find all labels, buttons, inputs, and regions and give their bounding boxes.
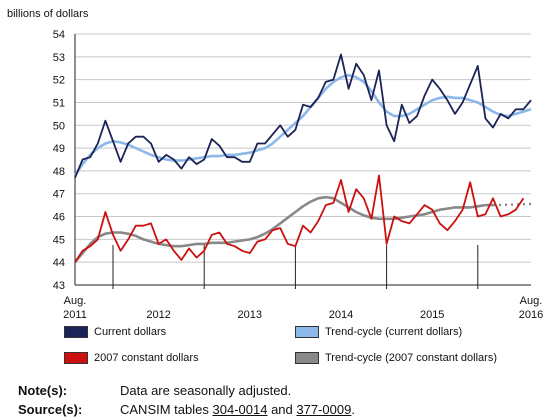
y-tick-label-45: 45 (53, 234, 65, 246)
y-tick-label-50: 50 (53, 120, 65, 132)
legend-item-trend-current: Trend-cycle (current dollars) (295, 326, 462, 338)
legend-label-trend-constant: Trend-cycle (2007 constant dollars) (325, 352, 498, 364)
legend-swatch-trend-constant (295, 352, 319, 364)
y-tick-label-51: 51 (53, 97, 65, 109)
y-tick-label-48: 48 (53, 166, 65, 178)
legend-swatch-constant-dollars (64, 352, 88, 364)
note-text: Data are seasonally adjusted. (120, 383, 292, 398)
line-chart: billions of dollars 43 44 45 46 47 48 49 50 51 52 5… (7, 8, 543, 321)
legend-label-current-dollars: Current dollars (94, 326, 167, 338)
x-tick-label-line: Aug. (520, 295, 543, 307)
y-tick-label-44: 44 (53, 257, 65, 269)
series-line-trend-cycle-2007-constant-dollars (74, 195, 493, 264)
series-line-trend-constant-dotted (492, 202, 532, 207)
legend-swatch-current-dollars (64, 326, 88, 338)
y-tick-label-52: 52 (53, 75, 65, 87)
legend-item-trend-constant: Trend-cycle (2007 constant dollars) (295, 352, 497, 364)
x-tick-label-line: 2012 (146, 309, 170, 321)
chart-notes: Note(s): Data are seasonally adjusted. S… (18, 381, 355, 419)
legend-label-trend-current: Trend-cycle (current dollars) (325, 326, 463, 338)
x-tick-label-line: 2013 (238, 309, 262, 321)
source-row: Source(s): CANSIM tables 304-0014 and 37… (18, 400, 355, 419)
x-tick-label-line: 2016 (519, 309, 543, 321)
y-tick-label-53: 53 (53, 52, 65, 64)
chart-legend: Current dollars Trend-cycle (current dol… (64, 326, 534, 374)
y-tick-label-54: 54 (53, 29, 65, 41)
y-tick-label-43: 43 (53, 280, 65, 292)
y-tick-label-47: 47 (53, 189, 65, 201)
x-tick-label-aug-2011: Aug. 2011 (63, 295, 87, 321)
x-tick-label-line: 2014 (329, 309, 353, 321)
x-tick-label-2013: 2013 (238, 309, 262, 321)
series-line-current-dollars (74, 53, 532, 179)
legend-item-current-dollars: Current dollars (64, 326, 166, 338)
legend-swatch-trend-current (295, 326, 319, 338)
source-link-304-0014[interactable]: 304-0014 (212, 402, 268, 417)
source-suffix: . (351, 402, 355, 417)
source-prefix: CANSIM tables (120, 402, 209, 417)
x-tick-label-line: 2015 (420, 309, 444, 321)
legend-item-constant-dollars: 2007 constant dollars (64, 352, 199, 364)
note-row: Note(s): Data are seasonally adjusted. (18, 381, 355, 400)
source-link-377-0009[interactable]: 377-0009 (296, 402, 352, 417)
y-tick-label-49: 49 (53, 143, 65, 155)
x-tick-label-2015: 2015 (420, 309, 444, 321)
legend-label-constant-dollars: 2007 constant dollars (94, 352, 199, 364)
note-heading: Note(s): (18, 383, 68, 398)
x-tick-label-2012: 2012 (146, 309, 170, 321)
x-tick-label-line: Aug. (64, 295, 87, 307)
source-and: and (271, 402, 293, 417)
x-tick-label-aug-2016: Aug. 2016 (519, 295, 543, 321)
series-line-trend-cycle-current-dollars (73, 73, 532, 177)
source-heading: Source(s): (18, 402, 83, 417)
x-tick-label-2014: 2014 (329, 309, 353, 321)
y-tick-label-46: 46 (53, 212, 65, 224)
series-line-2007-constant-dollars (74, 174, 525, 263)
y-axis-title: billions of dollars (7, 8, 89, 20)
x-tick-label-line: 2011 (63, 309, 87, 321)
